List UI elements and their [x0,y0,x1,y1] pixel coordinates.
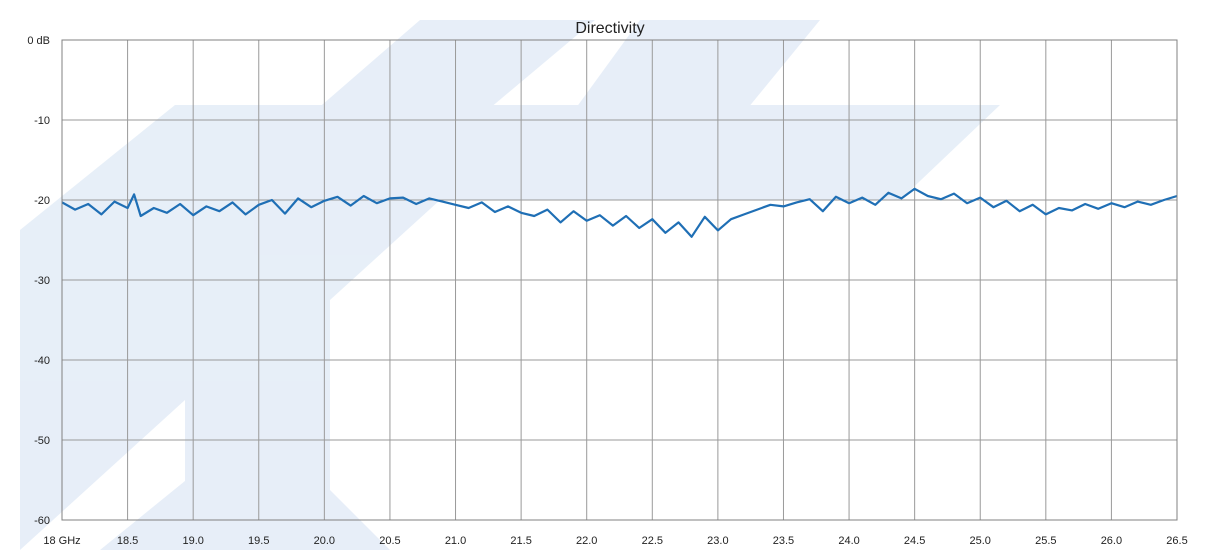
x-tick-label: 26.5 [1166,535,1187,547]
series-line [62,187,1177,238]
x-tick-label: 19.5 [248,535,269,547]
x-tick-label: 25.0 [970,535,991,547]
x-tick-label: 21.0 [445,535,466,547]
x-tick-label: 24.5 [904,535,925,547]
x-tick-label: 22.5 [642,535,663,547]
x-tick-label: 20.5 [379,535,400,547]
x-axis-ticks: 18 GHz 18.5 19.0 19.5 20.0 20.5 21.0 21.5 22.0 22… [43,535,1187,547]
watermark-logo [20,20,1000,550]
x-tick-label: 25.5 [1035,535,1056,547]
y-tick-label: 0 dB [27,35,50,47]
x-tick-label: 20.0 [314,535,335,547]
x-tick-label: 26.0 [1101,535,1122,547]
y-tick-label: -20 [34,195,50,207]
x-tick-label: 21.5 [510,535,531,547]
x-tick-label: 24.0 [838,535,859,547]
y-tick-label: -30 [34,275,50,287]
x-tick-label: 23.0 [707,535,728,547]
chart-title: Directivity [575,20,644,37]
y-tick-label: -50 [34,435,50,447]
y-tick-label: -60 [34,515,50,527]
plot-border [61,39,1178,521]
x-tick-label: 22.0 [576,535,597,547]
y-tick-label: -10 [34,115,50,127]
x-tick-label: 23.5 [773,535,794,547]
series-group [62,187,1177,238]
y-axis-ticks: 0 dB -10 -20 -30 -40 -50 -60 [27,35,50,527]
y-tick-label: -40 [34,355,50,367]
x-tick-label: 19.0 [182,535,203,547]
x-tick-label: 18.5 [117,535,138,547]
x-tick-label: 18 GHz [43,535,80,547]
